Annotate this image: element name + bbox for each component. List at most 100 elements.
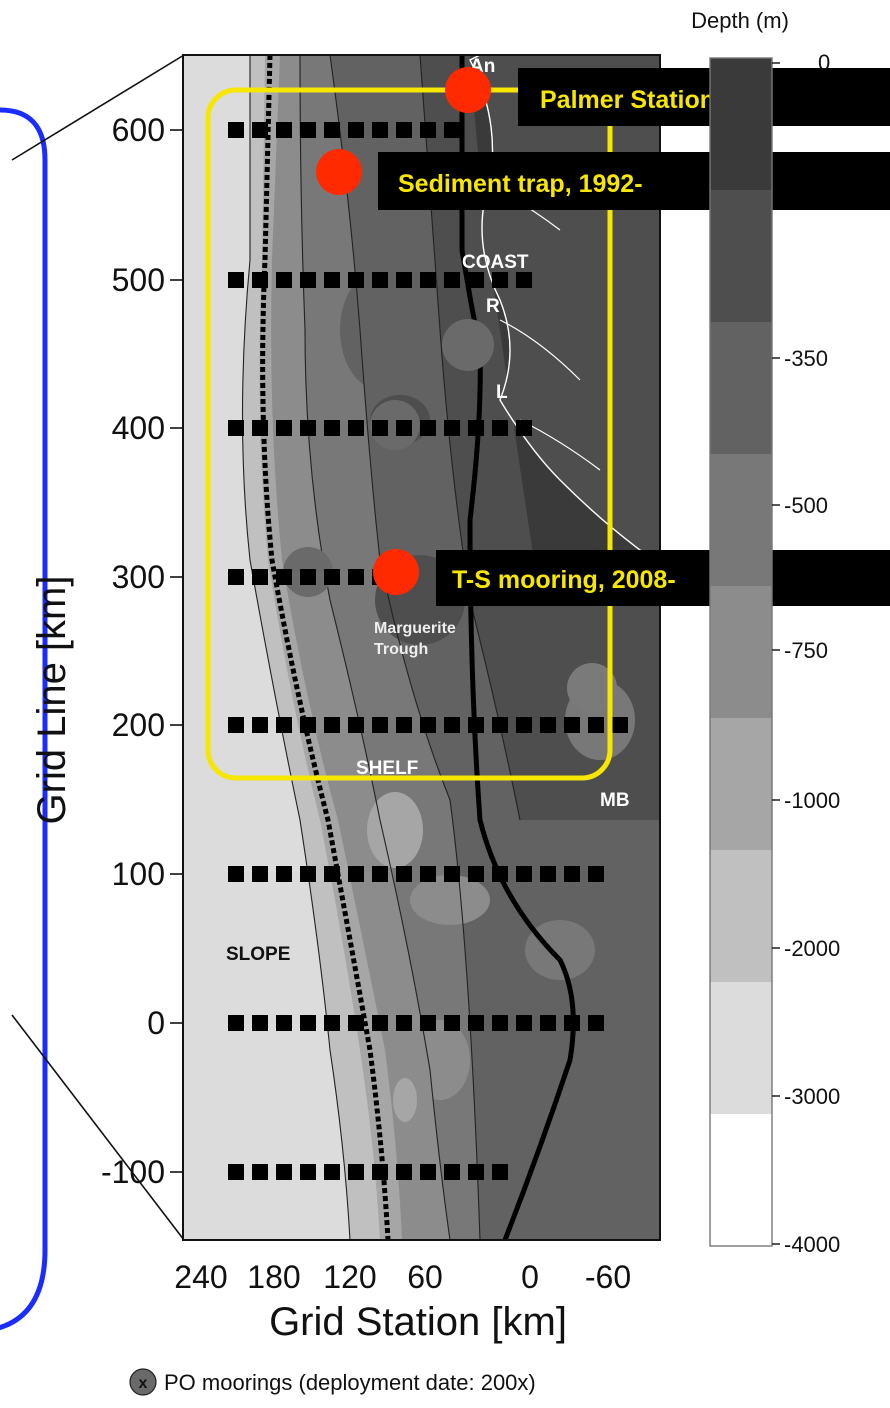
grid-station-square [276,1015,292,1031]
grid-station-square [588,1015,604,1031]
grid-station-square [348,866,364,882]
palmer-station-annotation: Palmer Station [518,68,890,126]
grid-station-square [468,866,484,882]
grid-station-square [348,569,364,585]
grid-station-square [444,1164,460,1180]
grid-station-square [228,717,244,733]
svg-text:Sediment trap, 1992-: Sediment trap, 1992- [398,170,643,198]
grid-station-square [612,717,628,733]
grid-station-square [324,122,340,138]
y-tick-label: 0 [147,1005,165,1041]
grid-station-square [444,272,460,288]
x-axis: 240 180 120 60 0 -60 [174,1259,631,1295]
grid-station-square [324,717,340,733]
x-tick-label: 120 [323,1259,376,1295]
grid-station-square [276,1164,292,1180]
grid-station-square [300,1164,316,1180]
grid-station-square [444,420,460,436]
grid-station-square [588,717,604,733]
grid-station-square [468,717,484,733]
grid-station-square [228,1015,244,1031]
grid-station-square [324,569,340,585]
x-tick-label: -60 [585,1259,631,1295]
grid-station-square [420,1164,436,1180]
grid-station-square [396,122,412,138]
label-l: L [496,382,508,403]
grid-station-square [300,272,316,288]
mooring-legend-letter: x [139,1375,148,1392]
grid-station-square [516,866,532,882]
grid-station-square [492,1015,508,1031]
depth-colorbar: Depth (m) 0 -350 -500 -750 -1000 -2000 -… [691,8,840,1257]
grid-station-square [444,717,460,733]
colorbar-tick-label: -750 [784,638,828,663]
ts-mooring-marker [373,549,419,595]
y-tick-label: 200 [112,707,165,743]
mooring-legend-text: PO moorings (deployment date: 200x) [164,1370,536,1395]
grid-station-square [468,272,484,288]
grid-station-square [228,272,244,288]
grid-station-square [372,866,388,882]
y-tick-label: 500 [112,262,165,298]
label-trough-1: Marguerite [374,620,456,637]
grid-station-square [396,420,412,436]
grid-station-square [252,420,268,436]
grid-station-square [492,272,508,288]
colorbar-tick-label: -500 [784,493,828,518]
label-r: R [486,296,500,317]
connector-bottom [11,1014,185,1241]
highlight-box [205,87,613,781]
x-axis-title: Grid Station [km] [269,1300,567,1344]
x-tick-label: 240 [174,1259,227,1295]
grid-station-square [252,866,268,882]
grid-station-square [348,1015,364,1031]
colorbar-tick-label: -4000 [784,1232,840,1257]
grid-station-square [276,122,292,138]
grid-station-square [564,866,580,882]
grid-station-square [396,1164,412,1180]
grid-station-square [444,122,460,138]
grid-station-square [420,420,436,436]
grid-station-square [492,717,508,733]
grid-station-square [228,1164,244,1180]
legend: x PO moorings (deployment date: 200x) [129,1368,536,1396]
grid-station-square [252,272,268,288]
palmer-station-marker [445,67,491,113]
grid-station-square [396,866,412,882]
sediment-trap-annotation: Sediment trap, 1992- [378,152,890,210]
grid-station-square [276,866,292,882]
grid-station-square [564,1015,580,1031]
bathymetry-map [183,55,660,1240]
svg-text:Palmer Station: Palmer Station [540,86,715,114]
grid-station-square [420,717,436,733]
grid-station-square [324,1164,340,1180]
grid-station-square [252,569,268,585]
grid-station-square [276,420,292,436]
colorbar-tick-label: -2000 [784,936,840,961]
grid-station-square [300,1015,316,1031]
y-axis-title: Grid Line [km] [30,576,74,825]
grid-station-square [348,122,364,138]
grid-station-square [348,272,364,288]
label-trough-2: Trough [374,641,428,658]
svg-text:T-S mooring, 2008-: T-S mooring, 2008- [452,566,676,594]
grid-station-square [420,866,436,882]
grid-station-square [300,717,316,733]
grid-station-square [228,569,244,585]
grid-station-square [300,866,316,882]
grid-station-square [516,1015,532,1031]
x-tick-label: 180 [247,1259,300,1295]
y-tick-label: 100 [112,856,165,892]
grid-station-square [276,272,292,288]
grid-station-square [300,569,316,585]
grid-station-square [564,717,580,733]
colorbar-tick-label: 0 [818,50,830,75]
grid-station-square [276,569,292,585]
grid-station-square [372,1164,388,1180]
grid-station-square [516,420,532,436]
grid-station-square [444,866,460,882]
x-tick-label: 0 [521,1259,539,1295]
label-coast: COAST [462,252,529,273]
grid-station-square [252,1015,268,1031]
